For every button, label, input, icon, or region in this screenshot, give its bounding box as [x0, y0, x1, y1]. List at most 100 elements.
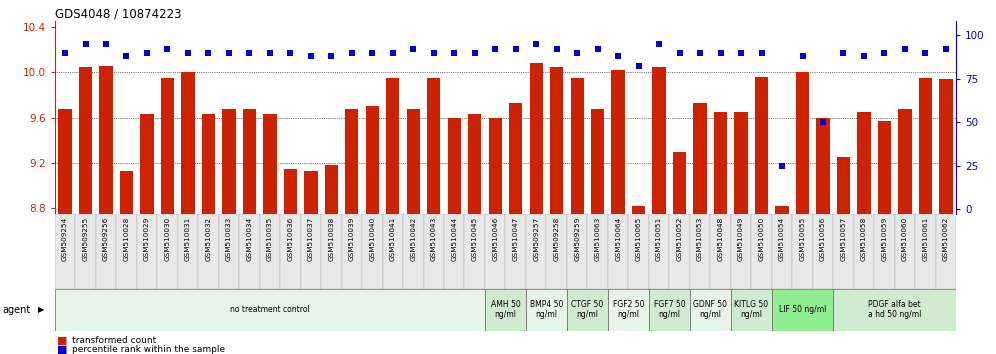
Bar [222, 109, 236, 354]
Text: GSM510031: GSM510031 [185, 216, 191, 261]
Bar [772, 214, 792, 289]
Bar [468, 114, 481, 354]
Bar [588, 214, 608, 289]
Point [754, 50, 770, 55]
Point [405, 46, 421, 52]
Bar [751, 214, 772, 289]
Bar [76, 214, 96, 289]
Bar [772, 289, 834, 331]
Bar [734, 112, 748, 354]
Text: BMP4 50
ng/ml: BMP4 50 ng/ml [530, 300, 563, 319]
Text: GSM510039: GSM510039 [349, 216, 355, 261]
Bar [55, 214, 76, 289]
Text: GSM509255: GSM509255 [83, 216, 89, 261]
Bar [325, 165, 338, 354]
Bar [509, 103, 522, 354]
Text: AMH 50
ng/ml: AMH 50 ng/ml [491, 300, 520, 319]
Bar [363, 214, 382, 289]
Text: LIF 50 ng/ml: LIF 50 ng/ml [779, 305, 827, 314]
Bar [202, 114, 215, 354]
Point [671, 50, 687, 55]
Text: GSM510028: GSM510028 [124, 216, 129, 261]
Point [938, 46, 954, 52]
Bar [690, 214, 710, 289]
Point [774, 163, 790, 169]
Text: FGF7 50
ng/ml: FGF7 50 ng/ml [653, 300, 685, 319]
Text: GSM509258: GSM509258 [554, 216, 560, 261]
Text: ■: ■ [57, 336, 68, 346]
Bar [59, 109, 72, 354]
Bar [648, 289, 690, 331]
Text: ▶: ▶ [38, 305, 45, 314]
Text: GSM510037: GSM510037 [308, 216, 314, 261]
Text: GSM510046: GSM510046 [492, 216, 498, 261]
Point [487, 46, 503, 52]
Point [876, 50, 892, 55]
Point [365, 50, 380, 55]
Text: GSM510048: GSM510048 [717, 216, 723, 261]
Bar [489, 118, 502, 354]
Bar [608, 289, 648, 331]
Text: no treatment control: no treatment control [230, 305, 310, 314]
Point [241, 50, 257, 55]
Bar [427, 78, 440, 354]
Bar [710, 214, 731, 289]
Bar [648, 214, 669, 289]
Text: agent: agent [2, 305, 30, 315]
Text: GSM510050: GSM510050 [759, 216, 765, 261]
Point [897, 46, 913, 52]
Bar [731, 289, 772, 331]
Point [180, 50, 196, 55]
Text: GSM510053: GSM510053 [697, 216, 703, 261]
Bar [567, 289, 608, 331]
Text: GSM509256: GSM509256 [103, 216, 109, 261]
Bar [608, 214, 628, 289]
Bar [96, 214, 117, 289]
Bar [444, 214, 464, 289]
Bar [239, 214, 260, 289]
Text: CTGF 50
ng/ml: CTGF 50 ng/ml [572, 300, 604, 319]
Text: GSM509259: GSM509259 [574, 216, 581, 261]
Bar [301, 214, 321, 289]
Bar [813, 214, 834, 289]
Text: GSM510057: GSM510057 [841, 216, 847, 261]
Point [262, 50, 278, 55]
Text: GSM510059: GSM510059 [881, 216, 887, 261]
Bar [447, 118, 461, 354]
Point [426, 50, 442, 55]
Text: GSM510041: GSM510041 [389, 216, 395, 261]
Text: GSM510054: GSM510054 [779, 216, 785, 261]
Text: GSM510042: GSM510042 [410, 216, 416, 261]
Text: GSM510052: GSM510052 [676, 216, 682, 261]
Bar [181, 72, 194, 354]
Point [630, 64, 646, 69]
Text: GSM510044: GSM510044 [451, 216, 457, 261]
Bar [284, 169, 297, 354]
Point [549, 46, 565, 52]
Text: GSM510035: GSM510035 [267, 216, 273, 261]
Text: transformed count: transformed count [72, 336, 156, 345]
Bar [858, 112, 871, 354]
Bar [177, 214, 198, 289]
Text: GSM510064: GSM510064 [616, 216, 622, 261]
Point [283, 50, 299, 55]
Bar [796, 72, 809, 354]
Point [590, 46, 606, 52]
Point [324, 53, 340, 59]
Bar [382, 214, 403, 289]
Bar [693, 103, 707, 354]
Bar [243, 109, 256, 354]
Bar [160, 78, 174, 354]
Bar [632, 206, 645, 354]
Bar [567, 214, 588, 289]
Bar [669, 214, 690, 289]
Text: GSM510060: GSM510060 [902, 216, 908, 261]
Text: GDS4048 / 10874223: GDS4048 / 10874223 [55, 7, 181, 20]
Point [159, 46, 175, 52]
Text: FGF2 50
ng/ml: FGF2 50 ng/ml [613, 300, 644, 319]
Bar [547, 214, 567, 289]
Point [651, 41, 667, 47]
Point [692, 50, 708, 55]
Point [836, 50, 852, 55]
Bar [854, 214, 874, 289]
